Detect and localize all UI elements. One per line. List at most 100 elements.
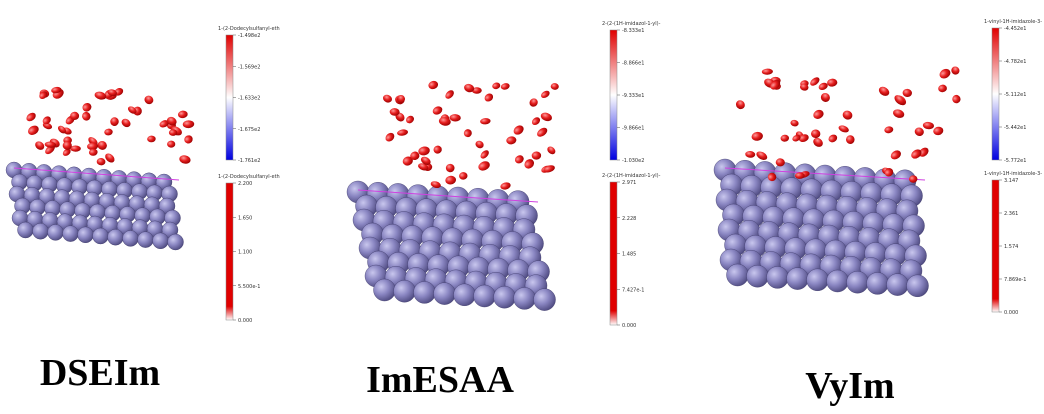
molecule — [410, 151, 420, 160]
molecule — [438, 117, 451, 126]
molecule — [432, 106, 443, 115]
molecule — [110, 117, 119, 126]
molecule — [756, 151, 768, 160]
molecule — [838, 125, 849, 133]
colorbar — [609, 29, 618, 161]
colorbar-tick-label: 1.485 — [622, 252, 636, 258]
colorbar-tick-label: -5.112e1 — [1004, 92, 1026, 98]
molecule — [540, 112, 552, 122]
colorbar-title: 2-(2-(1H-imidazol-1-yl)- — [602, 173, 661, 179]
molecule — [810, 77, 820, 86]
colorbar-title: 1-vinyl-1H-imidazole-3- — [984, 171, 1042, 177]
molecule — [382, 94, 393, 103]
molecule — [827, 78, 838, 87]
molecule — [524, 159, 535, 169]
molecule — [914, 127, 924, 137]
atom — [533, 288, 556, 311]
colorbar — [991, 179, 1000, 313]
molecule — [87, 142, 99, 151]
colorbar-tick-label: -5.442e1 — [1004, 125, 1026, 131]
molecule — [818, 82, 828, 90]
molecule — [798, 134, 809, 143]
molecule — [463, 129, 472, 138]
colorbar-tick-label: 7.427e-1 — [622, 287, 644, 293]
molecule — [952, 94, 961, 104]
atom — [62, 225, 79, 242]
atom — [513, 287, 536, 310]
molecule — [500, 83, 510, 90]
molecule — [884, 167, 894, 177]
molecule — [58, 125, 67, 134]
molecule — [550, 83, 559, 90]
molecule — [933, 126, 944, 136]
atom — [413, 281, 436, 304]
atom — [906, 274, 929, 297]
molecule — [51, 86, 62, 94]
molecule — [184, 135, 193, 144]
colorbar-tick-label: -9.866e1 — [622, 126, 644, 132]
molecule — [104, 128, 113, 136]
molecule — [543, 165, 555, 173]
molecule — [790, 119, 799, 127]
colorbar-tick-label: -9.333e1 — [622, 93, 644, 99]
molecule — [500, 182, 511, 190]
atom — [107, 228, 124, 246]
molecule — [179, 155, 191, 164]
colorbar-tick-label: 7.869e-1 — [1004, 277, 1026, 283]
molecule — [445, 175, 457, 185]
atom — [473, 284, 496, 308]
colorbar-tick-label: 3.147 — [1004, 178, 1018, 184]
molecule — [813, 109, 824, 119]
molecule — [385, 132, 395, 142]
molecule — [97, 140, 107, 150]
molecule — [402, 156, 413, 166]
molecule — [792, 134, 801, 142]
colorbar-tick-label: -4.782e1 — [1004, 59, 1026, 65]
molecule — [480, 118, 491, 125]
molecule — [909, 175, 918, 183]
molecule — [751, 131, 763, 141]
molecule — [127, 106, 137, 114]
molecule — [107, 89, 118, 97]
surface-line — [13, 167, 180, 181]
molecule — [531, 117, 541, 126]
colorbar — [225, 182, 234, 321]
molecule — [890, 150, 901, 160]
molecule — [35, 141, 45, 150]
molecule — [82, 102, 92, 112]
molecule — [794, 172, 805, 179]
molecule — [418, 163, 429, 171]
colorbar-tick-label: -1.030e2 — [622, 158, 644, 164]
molecule — [893, 109, 905, 118]
atom — [92, 227, 109, 245]
molecule — [42, 116, 51, 125]
atom — [786, 267, 809, 290]
molecule — [70, 145, 81, 152]
molecule — [902, 88, 912, 98]
molecule — [529, 98, 538, 107]
molecule — [480, 150, 489, 159]
colorbar-title: 2-(2-(1H-imidazol-1-yl)- — [602, 21, 661, 27]
colorbar-tick-label: 0.000 — [1004, 310, 1018, 316]
molecule — [780, 134, 790, 142]
atom — [77, 226, 94, 244]
panel-label: VyIm — [805, 365, 894, 407]
molecule — [475, 140, 484, 149]
colorbar-tick-label: 0.000 — [238, 318, 252, 324]
molecule — [939, 68, 951, 79]
molecule — [918, 147, 929, 157]
surface-line — [357, 189, 539, 203]
molecule — [167, 140, 176, 148]
molecule — [761, 68, 773, 75]
atom — [766, 266, 789, 289]
atom — [47, 224, 64, 241]
colorbar-tick-label: 1.100 — [238, 250, 252, 256]
atom — [866, 272, 889, 295]
atom — [453, 283, 476, 306]
atom — [137, 231, 154, 248]
colorbar-title: 1-vinyl-1H-imidazole-3- — [984, 19, 1042, 25]
molecule — [397, 129, 409, 136]
molecule — [62, 148, 71, 156]
molecule — [459, 172, 468, 180]
